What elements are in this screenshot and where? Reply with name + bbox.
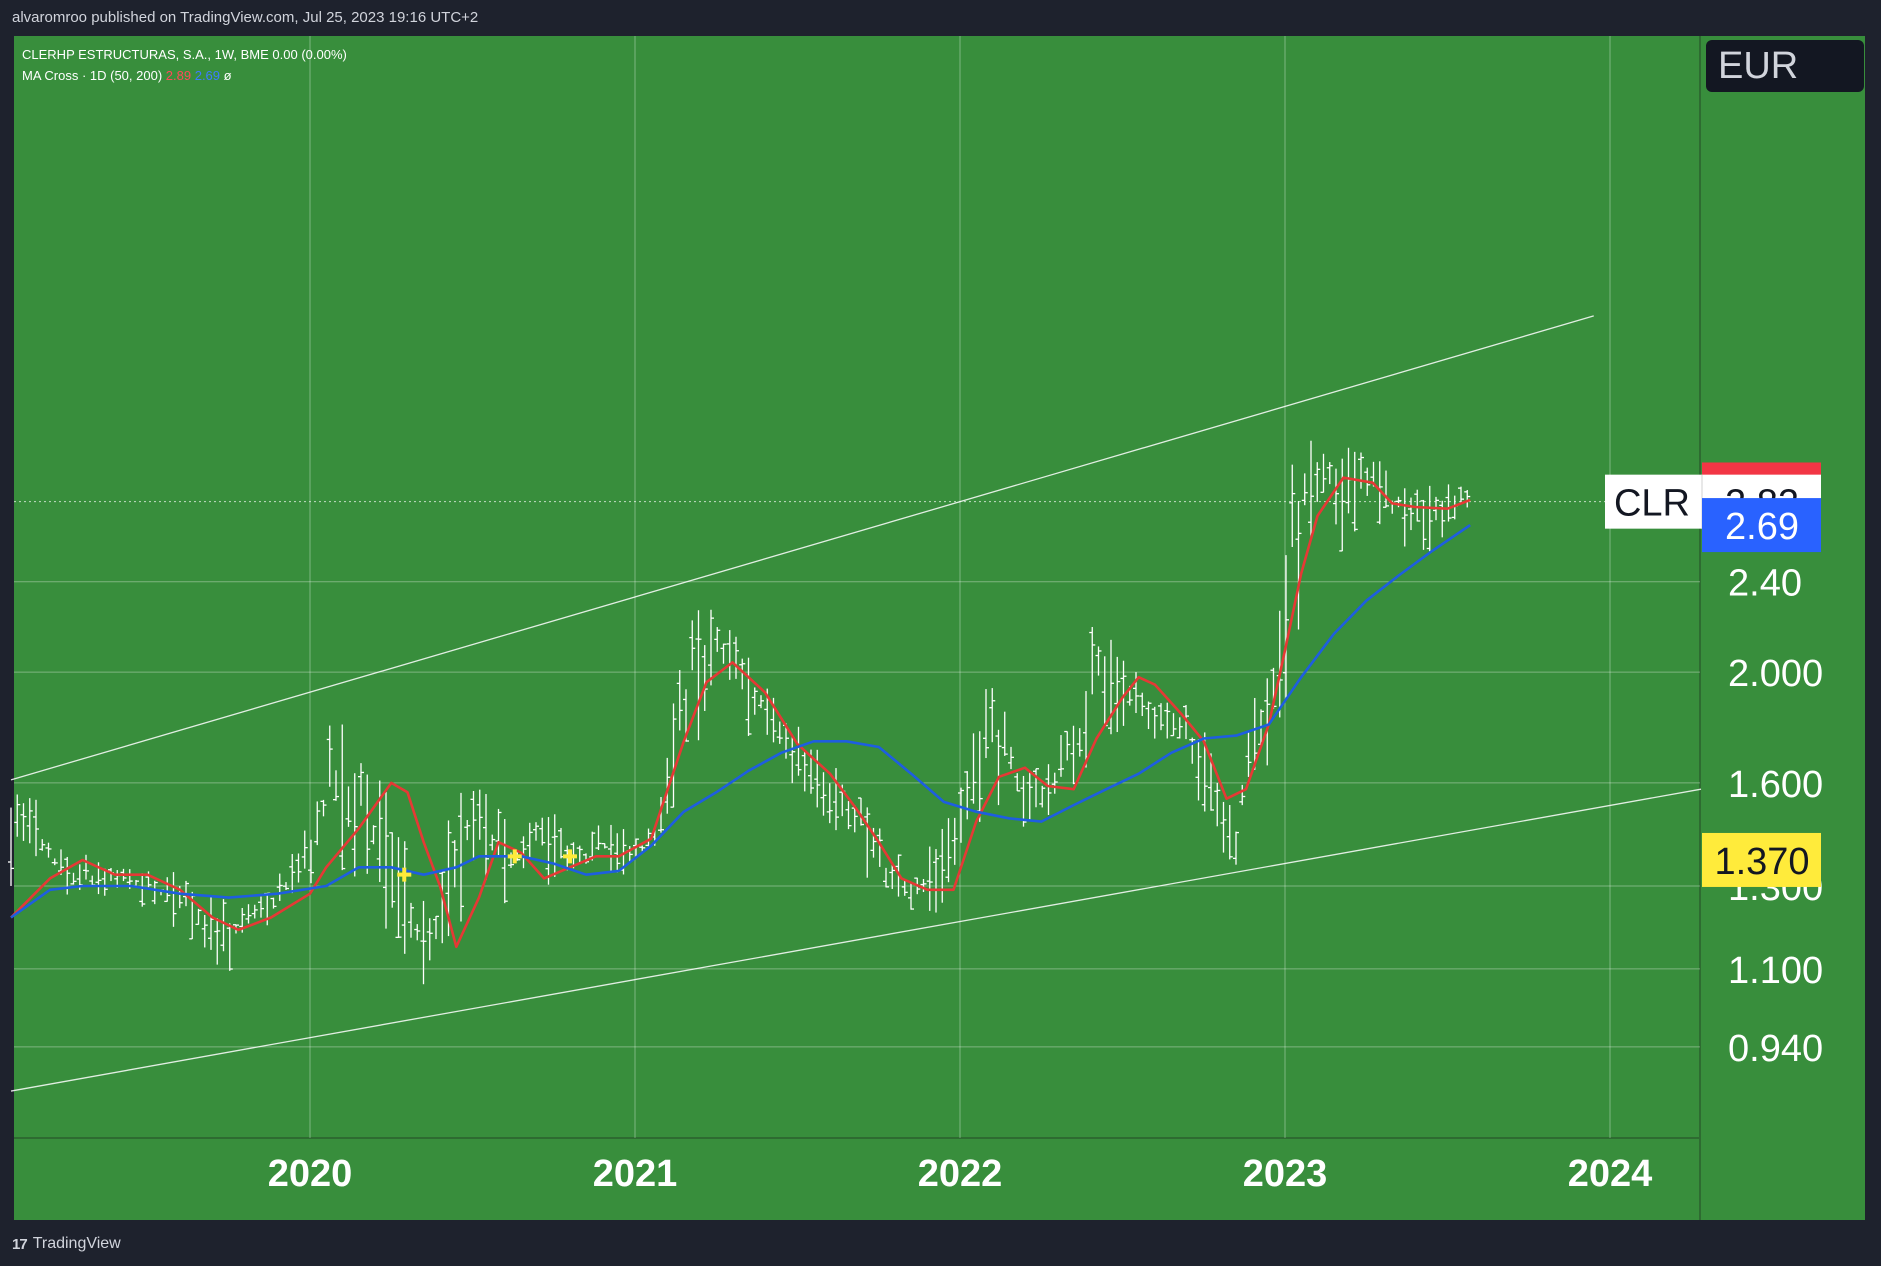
symbol-label: CLR	[1614, 483, 1690, 525]
ma-cross-marker	[397, 867, 412, 882]
legend-extra-symbol: ø	[223, 68, 232, 83]
time-axis-panel[interactable]	[14, 1138, 1700, 1220]
trend-channel-line[interactable]	[10, 315, 1594, 781]
y-tick-label: 1.600	[1728, 764, 1823, 806]
published-header: alvaromroo published on TradingView.com,…	[0, 0, 1881, 36]
trend-channel-line[interactable]	[10, 788, 1702, 1092]
price-label-box[interactable]	[1702, 832, 1821, 887]
price-label-value: 1.370	[1714, 841, 1809, 883]
price-axis-panel[interactable]	[1700, 36, 1865, 1220]
x-tick-label: 2021	[593, 1153, 678, 1195]
x-tick-label: 2023	[1243, 1153, 1328, 1195]
chart-legend: CLERHP ESTRUCTURAS, S.A., 1W, BME 0.00 (…	[22, 44, 347, 86]
y-tick-label: 2.000	[1728, 653, 1823, 695]
ma-fast-value: 2.89	[165, 68, 192, 83]
price-label-value: 2.69	[1725, 506, 1799, 548]
ma-cross-marker	[563, 849, 577, 864]
y-tick-label: 0.940	[1728, 1028, 1823, 1070]
x-tick-label: 2022	[918, 1153, 1003, 1195]
symbol-line: CLERHP ESTRUCTURAS, S.A., 1W, BME 0.00 (…	[22, 47, 347, 62]
ma-cross-marker	[507, 849, 522, 864]
price-label-box[interactable]	[1702, 498, 1821, 553]
currency-badge[interactable]: EUR	[1706, 40, 1864, 92]
y-tick-label: 2.40	[1728, 563, 1802, 605]
footer: 17 TradingView	[0, 1222, 1881, 1266]
indicator-line: MA Cross · 1D (50, 200) 2.89 2.69 ø	[22, 65, 347, 86]
x-tick-label: 2024	[1568, 1153, 1653, 1195]
y-tick-label: 1.100	[1728, 950, 1823, 992]
ma-slow-value: 2.69	[194, 68, 221, 83]
ma-200-line	[10, 524, 1471, 919]
symbol-label-box[interactable]	[1605, 474, 1702, 529]
tradingview-logo-icon: 17	[12, 1235, 28, 1253]
x-tick-label: 2020	[268, 1153, 353, 1195]
ma-50-line	[10, 476, 1471, 949]
indicator-name: MA Cross · 1D (50, 200)	[22, 68, 163, 83]
footer-brand: TradingView	[32, 1235, 121, 1252]
plot-background	[14, 36, 1700, 1138]
published-text: alvaromroo published on TradingView.com,…	[12, 9, 479, 26]
